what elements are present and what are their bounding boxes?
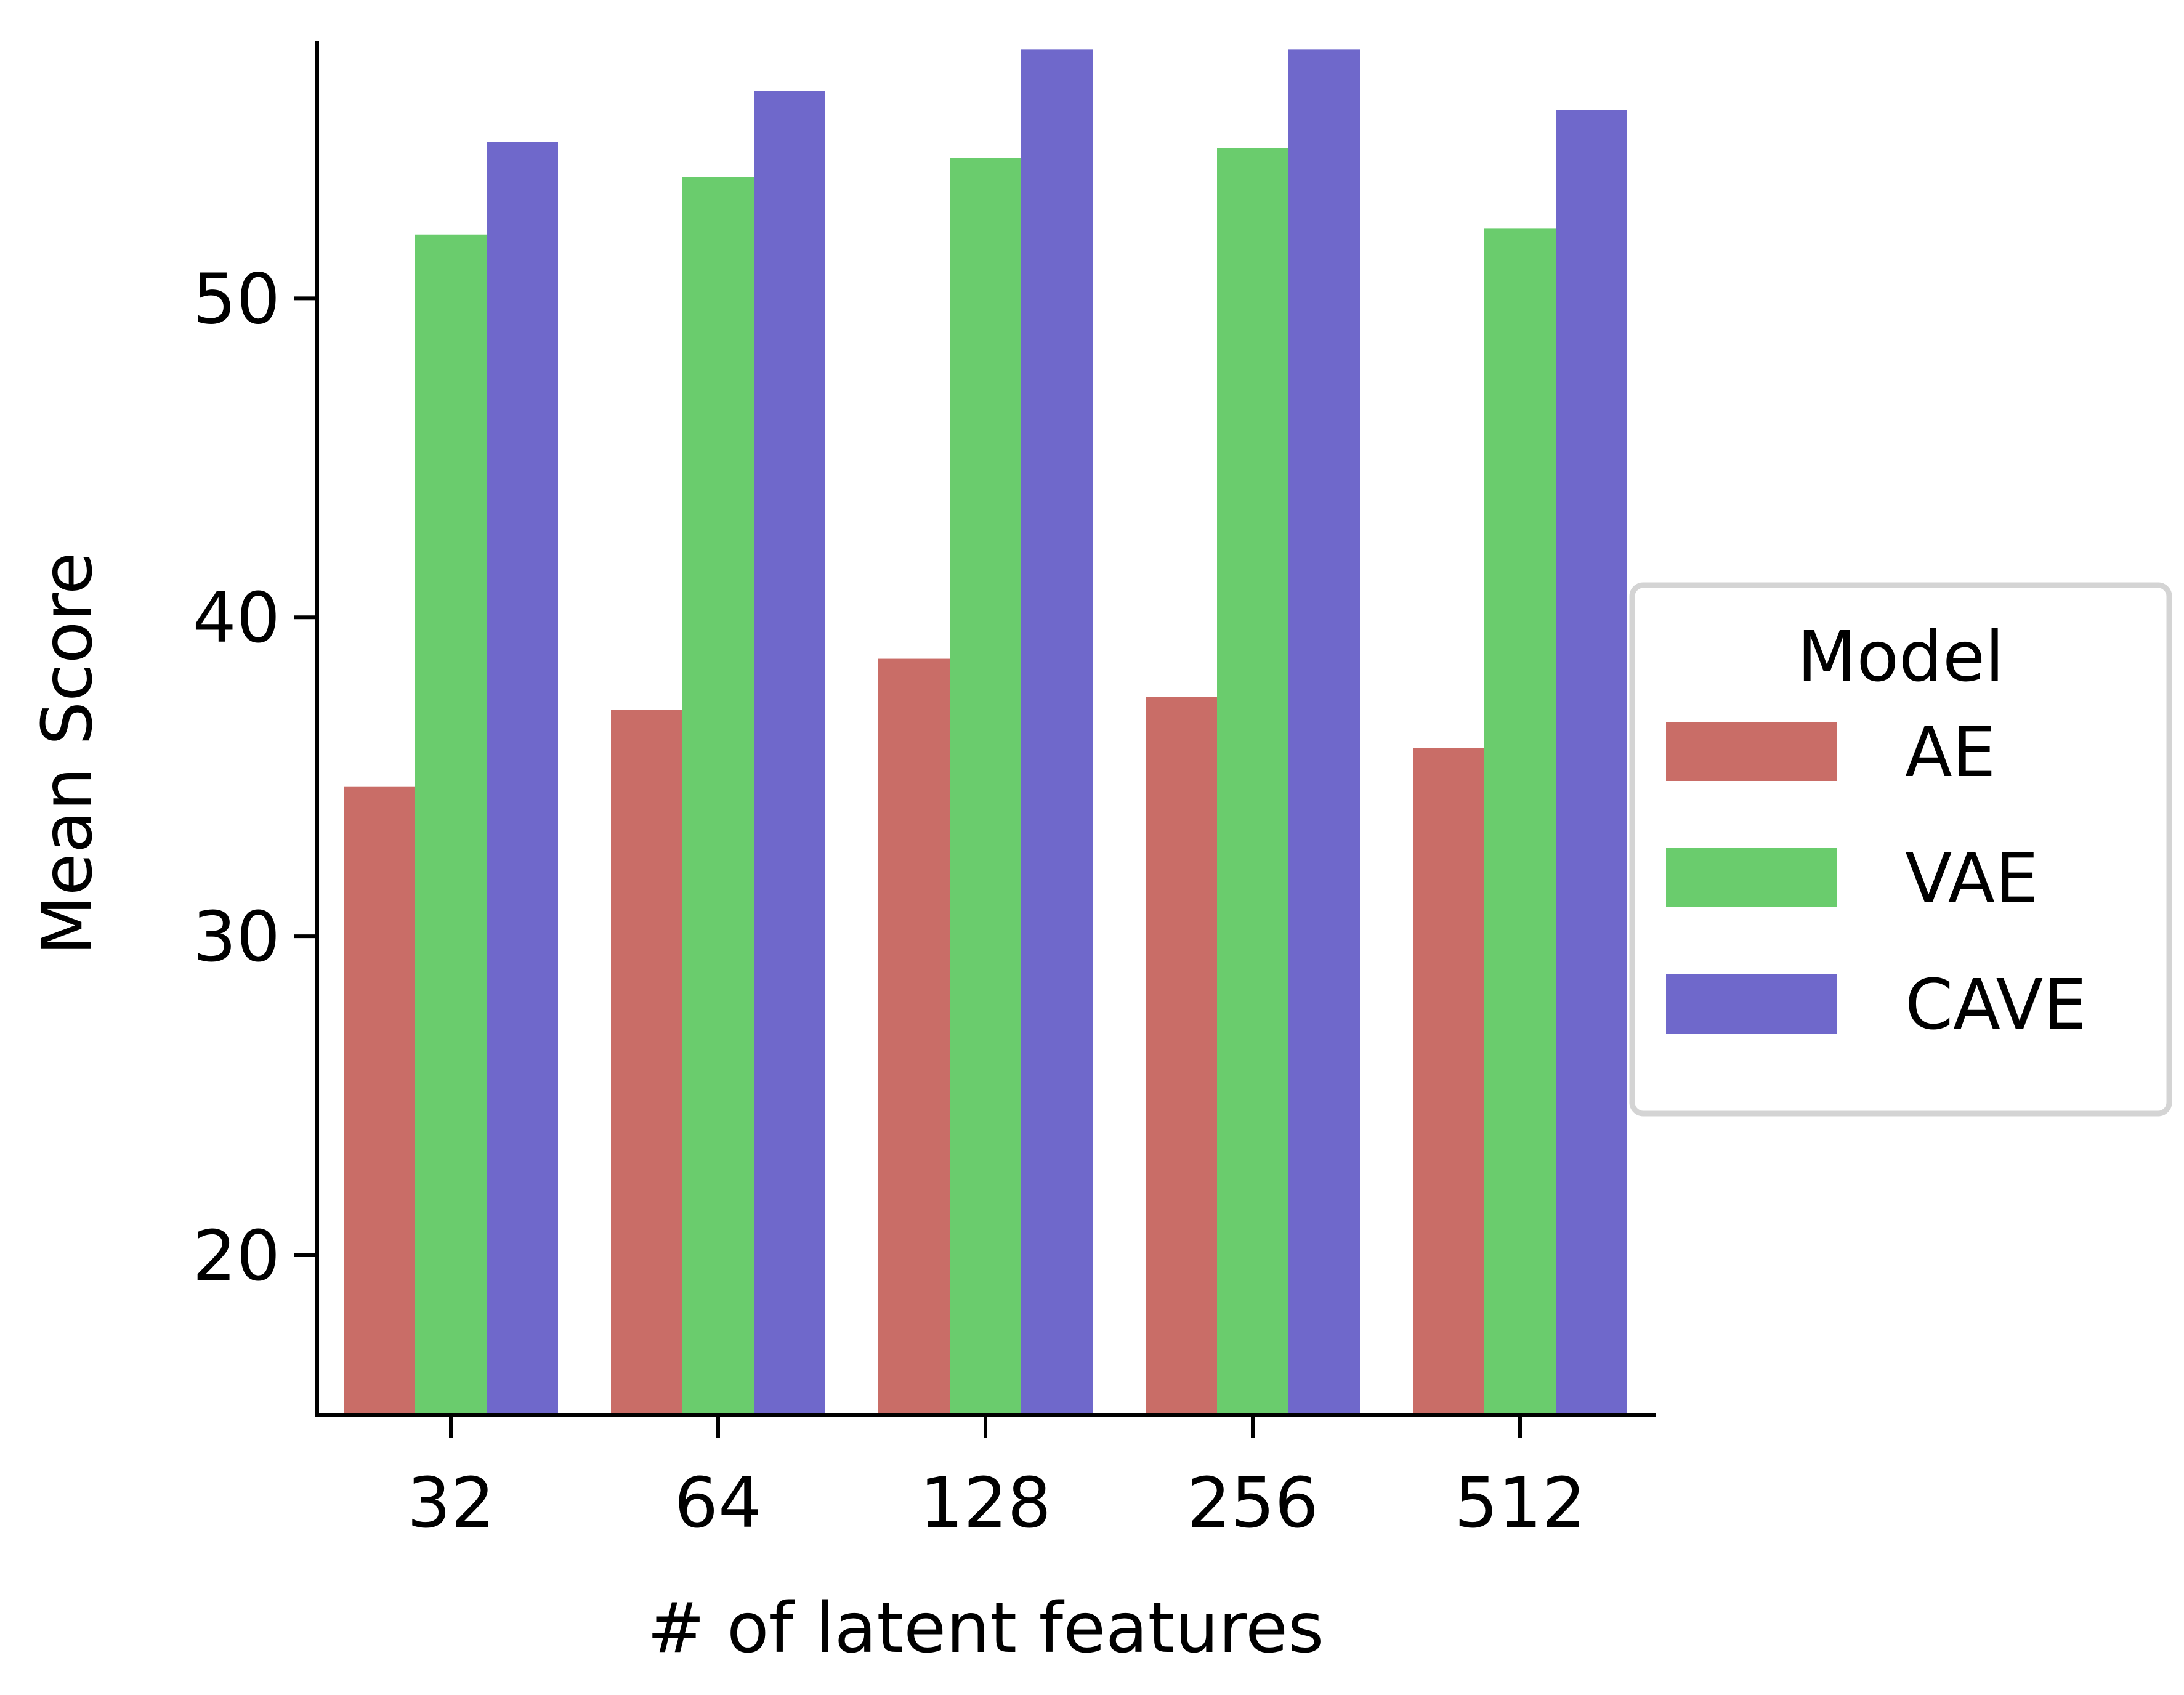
legend-label-vae: VAE <box>1905 839 2039 919</box>
bar-ae-512 <box>1413 748 1484 1415</box>
bar-vae-512 <box>1484 228 1556 1415</box>
x-ticks: 32 64 128 256 512 <box>407 1415 1586 1543</box>
y-tick-label: 50 <box>192 259 280 339</box>
x-tick-label: 128 <box>920 1463 1051 1543</box>
legend-title: Model <box>1797 617 2004 697</box>
x-tick-label: 512 <box>1454 1463 1586 1543</box>
x-tick-label: 256 <box>1187 1463 1319 1543</box>
legend-swatch-vae <box>1666 848 1837 907</box>
bar-cave-64 <box>754 91 825 1415</box>
x-axis-label: # of latent features <box>647 1588 1324 1669</box>
bar-ae-64 <box>611 710 682 1415</box>
y-tick-label: 30 <box>192 897 280 977</box>
y-axis-label: Mean Score <box>28 552 108 955</box>
y-ticks: 20 30 40 50 <box>192 259 317 1297</box>
x-tick-label: 64 <box>674 1463 762 1543</box>
bar-vae-128 <box>950 158 1021 1415</box>
bar-cave-32 <box>487 142 558 1415</box>
legend-label-cave: CAVE <box>1905 965 2087 1045</box>
legend-items: AE VAE CAVE <box>1666 713 2087 1045</box>
bar-ae-128 <box>878 658 950 1415</box>
bar-ae-256 <box>1146 697 1217 1415</box>
y-tick-label: 20 <box>192 1216 280 1297</box>
legend: Model AE VAE CAVE <box>1629 582 2172 1117</box>
bar-cave-512 <box>1556 110 1627 1415</box>
bar-cave-128 <box>1021 49 1093 1415</box>
bars-layer <box>344 49 1627 1415</box>
bar-vae-256 <box>1217 148 1288 1415</box>
bar-vae-64 <box>682 177 754 1415</box>
bar-cave-256 <box>1288 49 1360 1415</box>
legend-swatch-ae <box>1666 722 1837 781</box>
x-tick-label: 32 <box>407 1463 495 1543</box>
bar-vae-32 <box>415 234 487 1415</box>
bar-ae-32 <box>344 786 415 1415</box>
y-tick-label: 40 <box>192 578 280 658</box>
legend-label-ae: AE <box>1905 713 1996 793</box>
legend-swatch-cave <box>1666 974 1837 1034</box>
